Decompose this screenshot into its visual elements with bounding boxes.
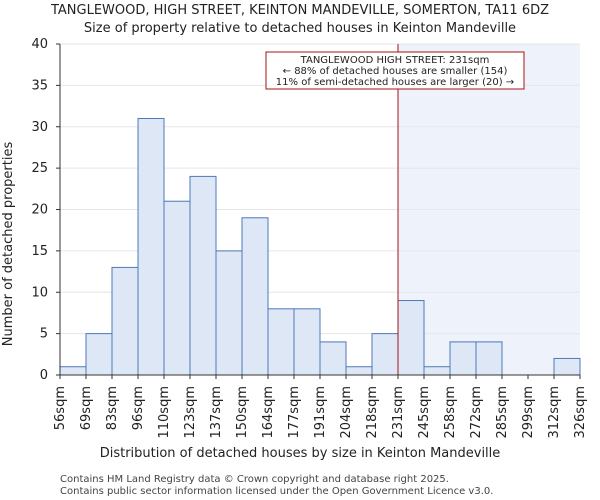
bar-231sqm bbox=[397, 300, 425, 376]
bar-123sqm bbox=[189, 175, 217, 376]
x-tick-label-164sqm: 164sqm bbox=[261, 386, 276, 439]
annotation-line-3: 11% of semi-detached houses are larger (… bbox=[276, 77, 514, 88]
x-tick-label-326sqm: 326sqm bbox=[573, 386, 588, 439]
bar-150sqm bbox=[241, 217, 269, 376]
bar-258sqm bbox=[449, 341, 477, 376]
x-tick-label-137sqm: 137sqm bbox=[209, 386, 224, 439]
bar-312sqm bbox=[553, 357, 581, 376]
y-tick-label-40: 40 bbox=[31, 37, 48, 52]
bar-177sqm bbox=[293, 308, 321, 376]
annotation-frame bbox=[265, 51, 525, 90]
bar-272sqm bbox=[475, 341, 503, 376]
annotation-box: TANGLEWOOD HIGH STREET: 231sqm ← 88% of … bbox=[265, 51, 525, 90]
x-tick-label-299sqm: 299sqm bbox=[521, 386, 536, 439]
x-tick-label-312sqm: 312sqm bbox=[547, 386, 562, 439]
bar-83sqm bbox=[111, 266, 139, 376]
x-tick-label-123sqm: 123sqm bbox=[183, 386, 198, 439]
x-tick-label-191sqm: 191sqm bbox=[313, 386, 328, 439]
bar-96sqm bbox=[137, 117, 165, 376]
footer-line-1: Contains HM Land Registry data © Crown c… bbox=[60, 474, 449, 485]
x-tick-label-177sqm: 177sqm bbox=[287, 386, 302, 439]
x-axis-label: Distribution of detached houses by size … bbox=[100, 446, 501, 461]
annotation-line-2: ← 88% of detached houses are smaller (15… bbox=[283, 66, 508, 77]
y-axis-label: Number of detached properties bbox=[1, 142, 16, 347]
x-tick-label-258sqm: 258sqm bbox=[443, 386, 458, 439]
x-tick-label-96sqm: 96sqm bbox=[131, 386, 146, 430]
bar-245sqm bbox=[423, 366, 451, 376]
chart-title: TANGLEWOOD, HIGH STREET, KEINTON MANDEVI… bbox=[50, 3, 549, 18]
bar-69sqm bbox=[85, 333, 113, 376]
x-tick-label-69sqm: 69sqm bbox=[79, 386, 94, 430]
y-tick-label-5: 5 bbox=[40, 327, 48, 342]
bar-164sqm bbox=[267, 308, 295, 376]
y-tick-label-25: 25 bbox=[31, 161, 48, 176]
x-tick-label-285sqm: 285sqm bbox=[495, 386, 510, 439]
x-tick-label-231sqm: 231sqm bbox=[391, 386, 406, 439]
x-tick-label-150sqm: 150sqm bbox=[235, 386, 250, 439]
y-tick-label-35: 35 bbox=[31, 78, 48, 93]
x-tick-label-204sqm: 204sqm bbox=[339, 386, 354, 439]
bar-137sqm bbox=[215, 250, 243, 376]
bar-56sqm bbox=[59, 366, 87, 376]
chart-subtitle: Size of property relative to detached ho… bbox=[84, 21, 516, 36]
annotation-line-1: TANGLEWOOD HIGH STREET: 231sqm bbox=[300, 55, 490, 66]
x-tick-label-272sqm: 272sqm bbox=[469, 386, 484, 439]
x-tick-label-56sqm: 56sqm bbox=[53, 386, 68, 430]
footer-line-2: Contains public sector information licen… bbox=[60, 486, 493, 497]
x-tick-label-245sqm: 245sqm bbox=[417, 386, 432, 439]
bar-110sqm bbox=[163, 200, 191, 376]
x-tick-label-110sqm: 110sqm bbox=[157, 386, 172, 439]
y-tick-label-0: 0 bbox=[40, 368, 48, 383]
x-tick-label-218sqm: 218sqm bbox=[365, 386, 380, 439]
y-tick-label-10: 10 bbox=[31, 285, 48, 300]
bar-218sqm bbox=[371, 333, 399, 376]
y-tick-label-20: 20 bbox=[31, 203, 48, 218]
y-tick-label-15: 15 bbox=[31, 244, 48, 259]
bar-204sqm bbox=[345, 366, 373, 376]
y-tick-label-30: 30 bbox=[31, 120, 48, 135]
x-tick-label-83sqm: 83sqm bbox=[105, 386, 120, 430]
bar-191sqm bbox=[319, 341, 347, 376]
